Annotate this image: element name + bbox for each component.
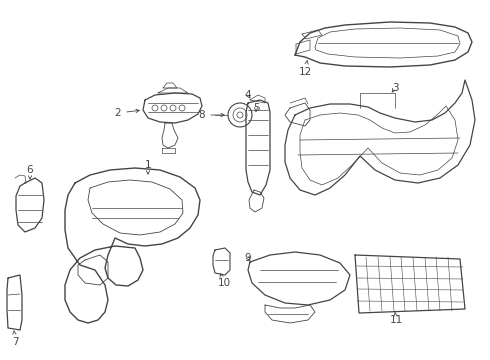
Text: 4: 4 <box>245 90 251 100</box>
Text: 10: 10 <box>218 274 231 288</box>
Text: 7: 7 <box>12 331 18 347</box>
Text: 6: 6 <box>26 165 33 179</box>
Text: 11: 11 <box>390 312 403 325</box>
Text: 1: 1 <box>145 160 151 174</box>
Text: 12: 12 <box>298 60 312 77</box>
Text: 2: 2 <box>115 108 139 118</box>
Text: 9: 9 <box>245 253 251 263</box>
Text: 3: 3 <box>392 83 398 93</box>
Text: 8: 8 <box>198 110 224 120</box>
Text: 5: 5 <box>253 103 259 113</box>
